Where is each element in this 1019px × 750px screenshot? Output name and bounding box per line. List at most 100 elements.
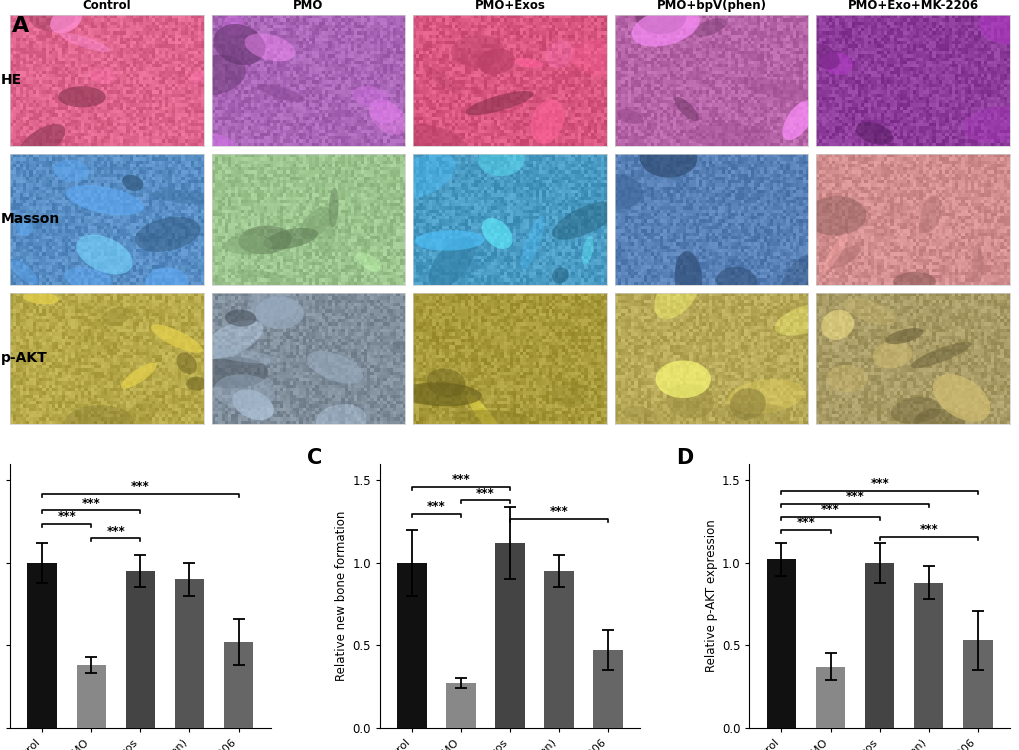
Bar (544, 571, 574, 728)
Ellipse shape (728, 379, 804, 414)
Text: ***: *** (427, 500, 445, 513)
Bar (28, 562, 57, 728)
Bar (495, 543, 524, 728)
Text: ***: *** (820, 503, 839, 516)
Ellipse shape (782, 99, 814, 140)
Ellipse shape (808, 44, 839, 70)
Ellipse shape (919, 195, 941, 232)
Ellipse shape (214, 374, 275, 410)
Ellipse shape (729, 388, 765, 420)
Ellipse shape (145, 268, 189, 297)
Text: A: A (12, 16, 30, 37)
Text: ***: *** (130, 480, 150, 493)
Ellipse shape (369, 102, 400, 123)
Ellipse shape (822, 232, 847, 272)
Ellipse shape (388, 153, 455, 200)
Ellipse shape (674, 251, 701, 307)
Ellipse shape (151, 325, 202, 352)
Text: ***: *** (845, 490, 864, 503)
Ellipse shape (60, 32, 110, 52)
Title: PMO: PMO (293, 0, 323, 13)
Ellipse shape (9, 260, 38, 284)
Ellipse shape (616, 110, 643, 124)
Ellipse shape (806, 196, 865, 236)
Ellipse shape (712, 403, 790, 425)
Ellipse shape (910, 342, 970, 368)
Ellipse shape (121, 398, 159, 430)
Ellipse shape (76, 235, 132, 274)
Ellipse shape (64, 267, 112, 290)
Bar (445, 683, 475, 728)
Text: p-AKT: p-AKT (1, 351, 48, 365)
Text: C: C (307, 448, 322, 468)
Ellipse shape (136, 217, 200, 252)
Bar (396, 562, 426, 728)
Ellipse shape (826, 245, 860, 268)
Ellipse shape (884, 328, 922, 344)
Ellipse shape (58, 86, 106, 107)
Ellipse shape (30, 2, 75, 32)
Ellipse shape (962, 106, 1019, 143)
Text: HE: HE (1, 74, 22, 88)
Ellipse shape (352, 86, 388, 107)
Ellipse shape (639, 139, 697, 178)
Ellipse shape (236, 269, 280, 278)
Title: PMO+Exos: PMO+Exos (474, 0, 545, 13)
Ellipse shape (582, 236, 593, 266)
Ellipse shape (465, 91, 533, 116)
Ellipse shape (530, 99, 564, 144)
Ellipse shape (15, 221, 34, 236)
Ellipse shape (685, 123, 765, 146)
Ellipse shape (151, 190, 221, 205)
Ellipse shape (245, 33, 294, 62)
Ellipse shape (676, 8, 693, 28)
Ellipse shape (258, 84, 305, 102)
Ellipse shape (855, 122, 893, 145)
Ellipse shape (774, 302, 840, 335)
Text: ***: *** (796, 516, 814, 530)
Ellipse shape (390, 124, 467, 159)
Ellipse shape (53, 160, 90, 182)
Ellipse shape (414, 230, 484, 251)
Bar (593, 650, 623, 728)
Title: Control: Control (83, 0, 131, 13)
Ellipse shape (655, 361, 710, 398)
Bar (174, 579, 204, 728)
Ellipse shape (426, 368, 466, 398)
Ellipse shape (300, 207, 332, 239)
Ellipse shape (912, 409, 964, 436)
Ellipse shape (121, 362, 157, 388)
Ellipse shape (50, 7, 82, 33)
Ellipse shape (17, 124, 65, 162)
Ellipse shape (225, 310, 256, 326)
Text: ***: *** (918, 523, 937, 536)
Ellipse shape (635, 0, 686, 34)
Ellipse shape (90, 68, 115, 84)
Ellipse shape (224, 236, 272, 255)
Ellipse shape (544, 40, 573, 68)
Ellipse shape (551, 268, 569, 284)
Bar (864, 562, 894, 728)
Ellipse shape (222, 14, 245, 38)
Ellipse shape (307, 351, 363, 384)
Title: PMO+Exo+MK-2206: PMO+Exo+MK-2206 (847, 0, 977, 13)
Bar (76, 665, 106, 728)
Ellipse shape (821, 52, 852, 75)
Ellipse shape (931, 374, 989, 422)
Ellipse shape (451, 410, 531, 427)
Ellipse shape (477, 49, 515, 74)
Bar (223, 642, 253, 728)
Ellipse shape (623, 406, 654, 423)
Ellipse shape (514, 58, 543, 68)
Ellipse shape (189, 70, 210, 82)
Ellipse shape (589, 174, 642, 210)
Ellipse shape (369, 99, 406, 135)
Ellipse shape (551, 382, 588, 407)
Ellipse shape (631, 8, 699, 46)
Ellipse shape (400, 382, 481, 406)
Ellipse shape (521, 215, 544, 270)
Ellipse shape (481, 218, 513, 249)
Text: ***: *** (106, 524, 125, 538)
Text: ***: *** (476, 487, 494, 500)
Ellipse shape (316, 404, 367, 437)
